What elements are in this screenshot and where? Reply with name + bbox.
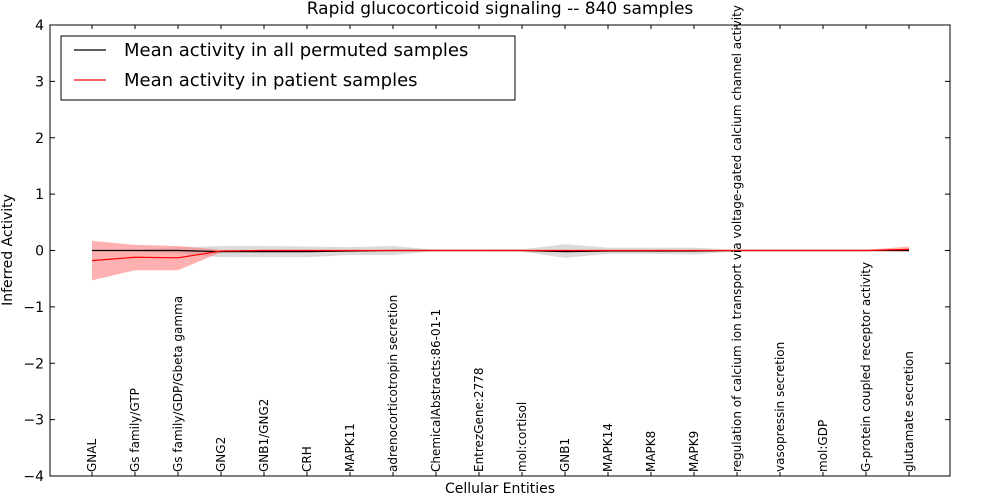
category-label: MAPK9	[687, 431, 701, 472]
confidence-bands	[92, 240, 909, 281]
legend: Mean activity in all permuted samples Me…	[60, 35, 516, 101]
category-label: GNB1/GNG2	[257, 399, 271, 472]
category-label: G-protein coupled receptor activity	[859, 262, 873, 472]
y-tick-label: −3	[23, 413, 44, 429]
category-label: EntrezGene:2778	[472, 368, 486, 473]
y-tick-label: 3	[35, 74, 44, 90]
category-label: GNB1	[558, 438, 572, 472]
y-axis-label: Inferred Activity	[0, 194, 16, 306]
y-tick-label: 2	[35, 131, 44, 147]
y-tick-label: 1	[35, 187, 44, 203]
category-label: MAPK8	[644, 431, 658, 472]
category-label: mol:GDP	[816, 420, 830, 472]
category-label: MAPK11	[343, 423, 357, 472]
y-tick-label: 4	[35, 18, 44, 34]
series-lines	[91, 248, 910, 262]
category-label: CRH	[300, 446, 314, 472]
category-label: GNAL	[85, 439, 99, 472]
category-labels: GNAL Gs family/GTP Gs family/GDP/Gbeta gam…	[85, 5, 916, 472]
category-label: adrenocorticotropin secretion	[386, 295, 400, 472]
y-tick-label: −1	[23, 300, 44, 316]
x-axis	[91, 25, 910, 476]
x-axis-label: Cellular Entities	[445, 481, 555, 497]
y-tick-label: −2	[23, 356, 44, 372]
y-tick-label: −4	[23, 469, 44, 485]
category-label: MAPK14	[601, 423, 615, 472]
line-series-1	[91, 248, 910, 262]
category-label: mol:cortisol	[515, 402, 529, 472]
category-label: regulation of calcium ion transport via …	[730, 5, 744, 472]
category-label: Gs family/GTP	[128, 388, 142, 472]
category-label: vasopressin secretion	[773, 342, 787, 472]
category-label: ChemicalAbstracts:86-01-1	[429, 309, 443, 472]
y-tick-label: 0	[35, 244, 44, 260]
chart-title: Rapid glucocorticoid signaling -- 840 sa…	[307, 0, 694, 19]
category-label: Gs family/GDP/Gbeta gamma	[171, 296, 185, 472]
category-label: glutamate secretion	[902, 351, 916, 472]
y-axis: 4 3 2 1 0 −1 −2 −3 −4	[23, 18, 950, 485]
legend-label-patient: Mean activity in patient samples	[124, 70, 418, 91]
legend-label-permuted: Mean activity in all permuted samples	[124, 40, 468, 61]
legend-box	[60, 35, 516, 101]
category-label: GNG2	[214, 437, 228, 472]
